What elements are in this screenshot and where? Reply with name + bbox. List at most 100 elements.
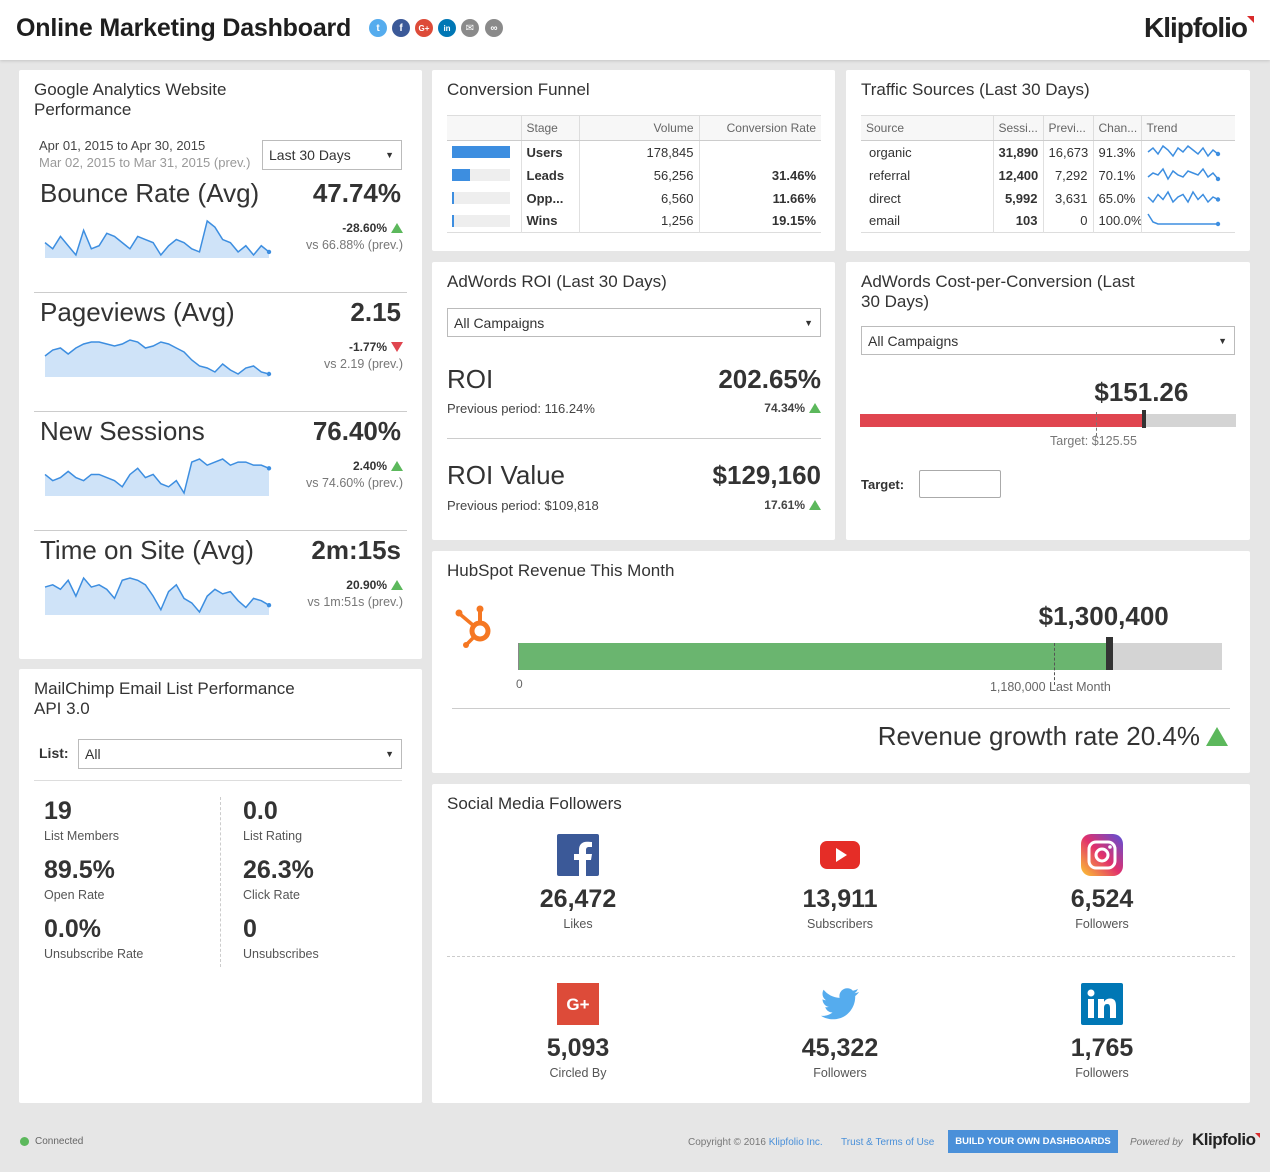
stat-value: 26.3% <box>243 856 314 884</box>
social-label: Followers <box>1075 1066 1129 1080</box>
volume-cell: 6,560 <box>578 186 699 210</box>
campaign-select[interactable]: All Campaigns ▼ <box>861 326 1235 355</box>
list-select[interactable]: All ▼ <box>78 739 402 769</box>
sparkline-line <box>1147 167 1219 181</box>
funnel-bar-cell <box>447 210 521 233</box>
trend-cell <box>1140 140 1235 164</box>
footer-logo[interactable]: Klipfolio <box>1192 1130 1261 1150</box>
twitter-icon[interactable] <box>819 983 861 1025</box>
table-row[interactable]: email 103 0 100.0% <box>861 209 1235 233</box>
prev-date-range: Mar 02, 2015 to Mar 31, 2015 (prev.) <box>39 155 251 170</box>
trend-cell <box>1140 209 1235 233</box>
table-row[interactable]: Wins 1,256 19.15% <box>447 209 821 233</box>
table-row[interactable]: Users 178,845 <box>447 140 821 164</box>
table-row[interactable]: Opp... 6,560 11.66% <box>447 186 821 210</box>
roi-value-change: 17.61% <box>764 498 821 512</box>
metric-value: 2.15 <box>350 297 401 327</box>
metric-change: 2.40% <box>353 459 403 473</box>
metric-card[interactable]: Bounce Rate (Avg) 47.74% -28.60% vs 66.88% … <box>34 174 407 293</box>
stat-cell: 26.3% Click Rate <box>243 856 413 902</box>
chevron-down-icon: ▼ <box>1218 335 1227 346</box>
column-header[interactable]: Volume <box>578 115 699 141</box>
terms-link[interactable]: Trust & Terms of Use <box>841 1137 935 1148</box>
metric-previous: vs 66.88% (prev.) <box>305 238 403 252</box>
build-dashboards-button[interactable]: BUILD YOUR OWN DASHBOARDS <box>948 1130 1118 1153</box>
klipfolio-logo[interactable]: Klipfolio <box>1144 12 1254 44</box>
sparkline-line <box>1146 190 1218 203</box>
metric-trend <box>42 575 272 620</box>
campaign-select[interactable]: All Campaigns ▼ <box>447 308 821 337</box>
social-value: 6,524 <box>1070 885 1134 913</box>
column-header[interactable]: Trend <box>1140 115 1235 141</box>
metric-name: Pageviews (Avg) <box>40 297 235 327</box>
connection-status-icon <box>20 1137 29 1146</box>
connection-status: Connected <box>35 1136 84 1147</box>
linkedin-icon[interactable] <box>1081 983 1123 1025</box>
funnel-bar-cell <box>447 141 521 164</box>
twitter-icon[interactable]: t <box>369 19 387 37</box>
email-icon[interactable]: ✉ <box>461 19 479 37</box>
column-header[interactable]: Previ... <box>1042 115 1093 141</box>
panel-title: Social Media Followers <box>447 794 622 813</box>
panel-title: AdWords Cost-per-Conversion (Last 30 Days… <box>861 272 1135 311</box>
roi-value-amount: $129,160 <box>712 460 821 490</box>
facebook-icon[interactable] <box>557 834 599 876</box>
table-row[interactable]: direct 5,992 3,631 65.0% <box>861 186 1235 210</box>
social-stat: 13,911 Subscribers <box>750 834 930 931</box>
divider <box>220 797 221 967</box>
facebook-icon[interactable]: f <box>392 19 410 37</box>
stat-label: List Rating <box>243 829 303 843</box>
sparkline-line <box>44 458 270 495</box>
divider <box>34 780 402 781</box>
column-header[interactable]: Source <box>861 115 993 141</box>
linkedin-icon[interactable]: in <box>438 19 456 37</box>
rate-cell: 31.46% <box>698 163 821 187</box>
panel-title: MailChimp Email List Performance API 3.0 <box>34 679 295 718</box>
source-cell: referral <box>869 167 911 183</box>
sparkline-end-point <box>1215 196 1220 202</box>
trend-sparkline <box>1147 144 1220 158</box>
hubspot-revenue-panel: HubSpot Revenue This Month $1,300,400 0 … <box>432 551 1250 773</box>
change-cell: 70.1% <box>1092 163 1141 187</box>
metric-card[interactable]: Pageviews (Avg) 2.15 -1.77% vs 2.19 (prev.) <box>34 293 407 412</box>
social-value: 45,322 <box>801 1034 879 1062</box>
metric-card[interactable]: Time on Site (Avg) 2m:15s 20.90% vs 1m:51s … <box>34 531 407 650</box>
instagram-icon[interactable] <box>1081 834 1123 876</box>
previous-cell: 7,292 <box>1042 163 1093 187</box>
table-row[interactable]: organic 31,890 16,673 91.3% <box>861 140 1235 164</box>
sparkline-end-point <box>266 249 272 255</box>
link-icon[interactable]: ∞ <box>485 19 503 37</box>
metric-change: 20.90% <box>346 578 403 592</box>
stage-cell: Leads <box>520 163 579 187</box>
hubspot-icon <box>452 601 502 656</box>
column-header[interactable] <box>447 115 521 141</box>
sessions-cell: 12,400 <box>992 163 1043 187</box>
up-arrow-icon <box>391 580 403 590</box>
chevron-down-icon: ▼ <box>804 317 813 328</box>
roi-value-label: ROI Value <box>447 460 566 490</box>
svg-text:G+: G+ <box>566 995 589 1014</box>
source-cell: organic <box>869 144 912 160</box>
column-header[interactable]: Stage <box>520 115 579 141</box>
up-arrow-icon <box>1206 727 1228 746</box>
mailchimp-panel: MailChimp Email List Performance API 3.0 … <box>19 669 422 1103</box>
column-header[interactable]: Chan... <box>1092 115 1141 141</box>
youtube-icon[interactable] <box>819 834 861 876</box>
metric-value: 47.74% <box>312 178 401 208</box>
table-row[interactable]: Leads 56,256 31.46% <box>447 163 821 187</box>
target-input[interactable] <box>919 470 1001 498</box>
column-header[interactable]: Sessi... <box>992 115 1043 141</box>
source-cell: direct <box>869 190 901 206</box>
source-cell: email <box>869 213 901 229</box>
column-header[interactable]: Conversion Rate <box>698 115 821 141</box>
funnel-bar-cell <box>447 187 521 210</box>
table-row[interactable]: referral 12,400 7,292 70.1% <box>861 163 1235 187</box>
company-link[interactable]: Klipfolio Inc. <box>768 1137 823 1148</box>
page-title: Online Marketing Dashboard <box>16 14 352 42</box>
metric-card[interactable]: New Sessions 76.40% 2.40% vs 74.60% (prev.) <box>34 412 407 531</box>
cost-value: $151.26 <box>1094 377 1189 407</box>
google-plus-icon[interactable]: G+ <box>557 983 599 1025</box>
google-plus-icon[interactable]: G+ <box>415 19 433 37</box>
period-select[interactable]: Last 30 Days ▼ <box>262 140 402 170</box>
growth-rate: Revenue growth rate 20.4% <box>878 721 1228 752</box>
